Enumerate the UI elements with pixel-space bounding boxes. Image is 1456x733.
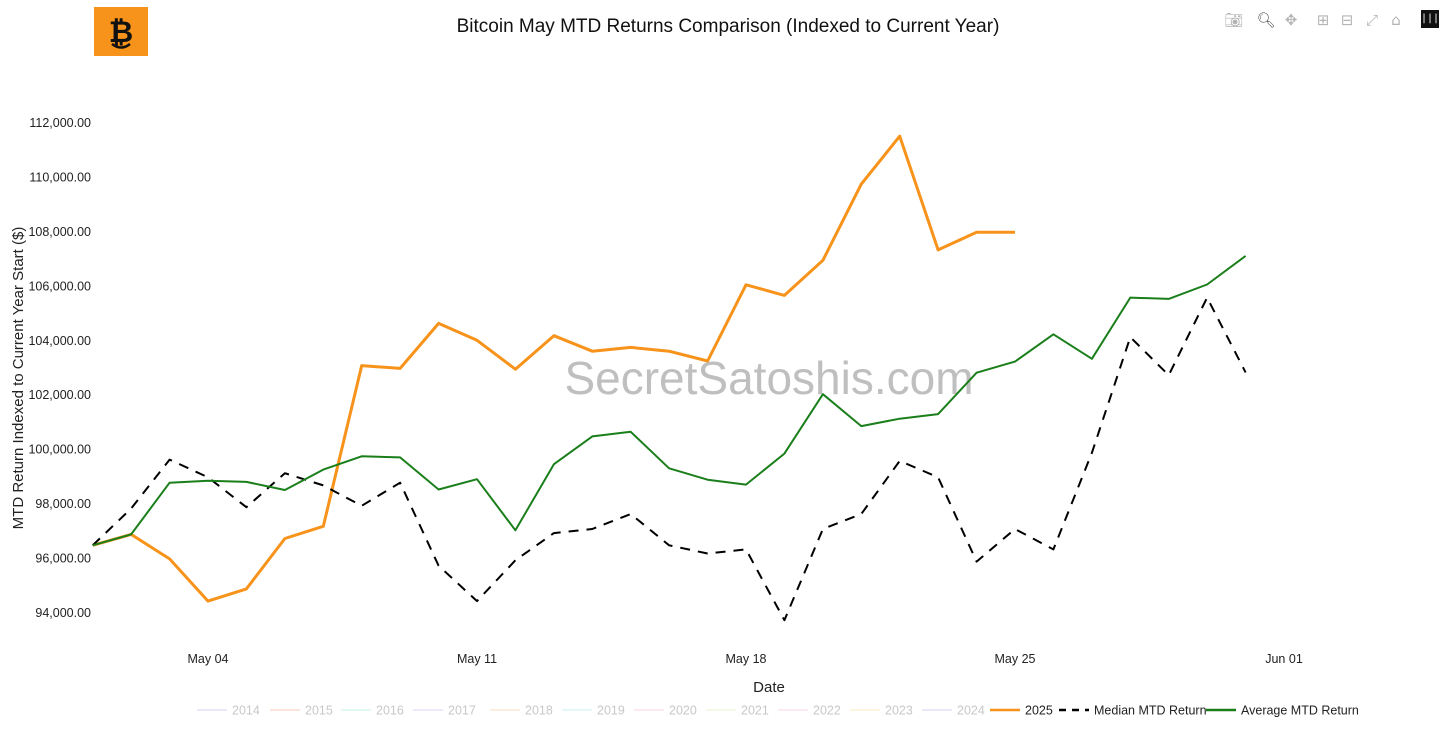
watermark: SecretSatoshis.com xyxy=(564,352,973,404)
pan-icon[interactable]: ✥ xyxy=(1284,11,1298,29)
legend-label: 2014 xyxy=(232,704,260,718)
legend-label: 2019 xyxy=(597,704,625,718)
legend-item-2021[interactable]: 2021 xyxy=(706,704,769,718)
legend-item-2025[interactable]: 2025 xyxy=(990,704,1053,718)
x-tick-label: May 18 xyxy=(726,652,767,666)
autoscale-icon[interactable]: ⤢ xyxy=(1365,11,1378,29)
legend-item-2014[interactable]: 2014 xyxy=(197,704,260,718)
y-tick-label: 104,000.00 xyxy=(28,334,91,348)
legend-label: Median MTD Return xyxy=(1094,704,1207,718)
y-tick-label: 106,000.00 xyxy=(28,279,91,293)
bitcoin-logo-icon: ₿ xyxy=(94,7,148,56)
legend-item-average-mtd-return[interactable]: Average MTD Return xyxy=(1206,704,1359,718)
zoom-in-icon[interactable]: ⊞ xyxy=(1316,11,1330,29)
zoom-out-icon[interactable]: ⊟ xyxy=(1340,11,1354,29)
y-tick-label: 94,000.00 xyxy=(35,606,91,620)
legend-item-2017[interactable]: 2017 xyxy=(413,704,476,718)
legend-item-2018[interactable]: 2018 xyxy=(490,704,553,718)
legend-label: 2023 xyxy=(885,704,913,718)
legend-item-2024[interactable]: 2024 xyxy=(922,704,985,718)
legend-item-2019[interactable]: 2019 xyxy=(562,704,625,718)
y-tick-label: 108,000.00 xyxy=(28,225,91,239)
legend-item-2022[interactable]: 2022 xyxy=(778,704,841,718)
y-tick-label: 112,000.00 xyxy=(29,116,91,130)
x-tick-label: Jun 01 xyxy=(1265,652,1303,666)
x-tick-label: May 25 xyxy=(995,652,1036,666)
camera-icon[interactable]: 📷︎ xyxy=(1224,11,1244,29)
legend-item-2016[interactable]: 2016 xyxy=(341,704,404,718)
chart-title: Bitcoin May MTD Returns Comparison (Inde… xyxy=(456,16,1000,37)
series-line-median-mtd-return[interactable] xyxy=(92,296,1247,622)
y-tick-label: 98,000.00 xyxy=(35,497,91,511)
x-tick-label: May 04 xyxy=(188,652,229,666)
reset-axes-icon[interactable]: ⌂ xyxy=(1391,11,1401,29)
legend-item-2023[interactable]: 2023 xyxy=(850,704,913,718)
legend-label: 2024 xyxy=(957,704,985,718)
legend-label: 2017 xyxy=(448,704,476,718)
y-tick-label: 100,000.00 xyxy=(28,443,91,457)
zoom-icon[interactable]: 🔍︎ xyxy=(1256,11,1276,29)
x-tick-label: May 11 xyxy=(457,652,497,666)
plotly-logo-icon[interactable]: ||| xyxy=(1421,10,1439,28)
legend-item-2015[interactable]: 2015 xyxy=(270,704,333,718)
y-axis-label: MTD Return Indexed to Current Year Start… xyxy=(10,227,27,530)
legend-label: Average MTD Return xyxy=(1241,704,1359,718)
y-tick-label: 110,000.00 xyxy=(29,170,91,184)
legend-label: 2018 xyxy=(525,704,553,718)
legend-label: 2021 xyxy=(741,704,769,718)
y-tick-label: 102,000.00 xyxy=(28,388,91,402)
legend-label: 2022 xyxy=(813,704,841,718)
legend-item-median-mtd-return[interactable]: Median MTD Return xyxy=(1059,704,1207,718)
series-line-average-mtd-return[interactable] xyxy=(92,255,1247,547)
legend-label: 2016 xyxy=(376,704,404,718)
x-axis-label: Date xyxy=(753,679,785,696)
y-tick-label: 96,000.00 xyxy=(35,552,91,566)
legend-label: 2015 xyxy=(305,704,333,718)
legend-label: 2025 xyxy=(1025,704,1053,718)
legend-label: 2020 xyxy=(669,704,697,718)
legend-item-2020[interactable]: 2020 xyxy=(634,704,697,718)
series-line-2025[interactable] xyxy=(92,134,1015,603)
